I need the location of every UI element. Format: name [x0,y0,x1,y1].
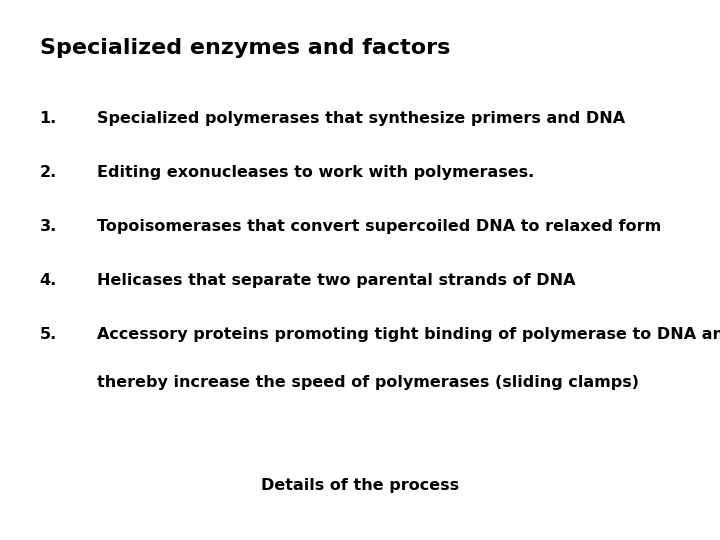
Text: 5.: 5. [40,327,57,342]
Text: Specialized enzymes and factors: Specialized enzymes and factors [40,38,450,58]
Text: 4.: 4. [40,273,57,288]
Text: 1.: 1. [40,111,57,126]
Text: Editing exonucleases to work with polymerases.: Editing exonucleases to work with polyme… [97,165,534,180]
Text: Details of the process: Details of the process [261,478,459,493]
Text: Topoisomerases that convert supercoiled DNA to relaxed form: Topoisomerases that convert supercoiled … [97,219,662,234]
Text: 3.: 3. [40,219,57,234]
Text: thereby increase the speed of polymerases (sliding clamps): thereby increase the speed of polymerase… [97,375,639,390]
Text: Accessory proteins promoting tight binding of polymerase to DNA and: Accessory proteins promoting tight bindi… [97,327,720,342]
Text: Helicases that separate two parental strands of DNA: Helicases that separate two parental str… [97,273,576,288]
Text: Specialized polymerases that synthesize primers and DNA: Specialized polymerases that synthesize … [97,111,626,126]
Text: 2.: 2. [40,165,57,180]
